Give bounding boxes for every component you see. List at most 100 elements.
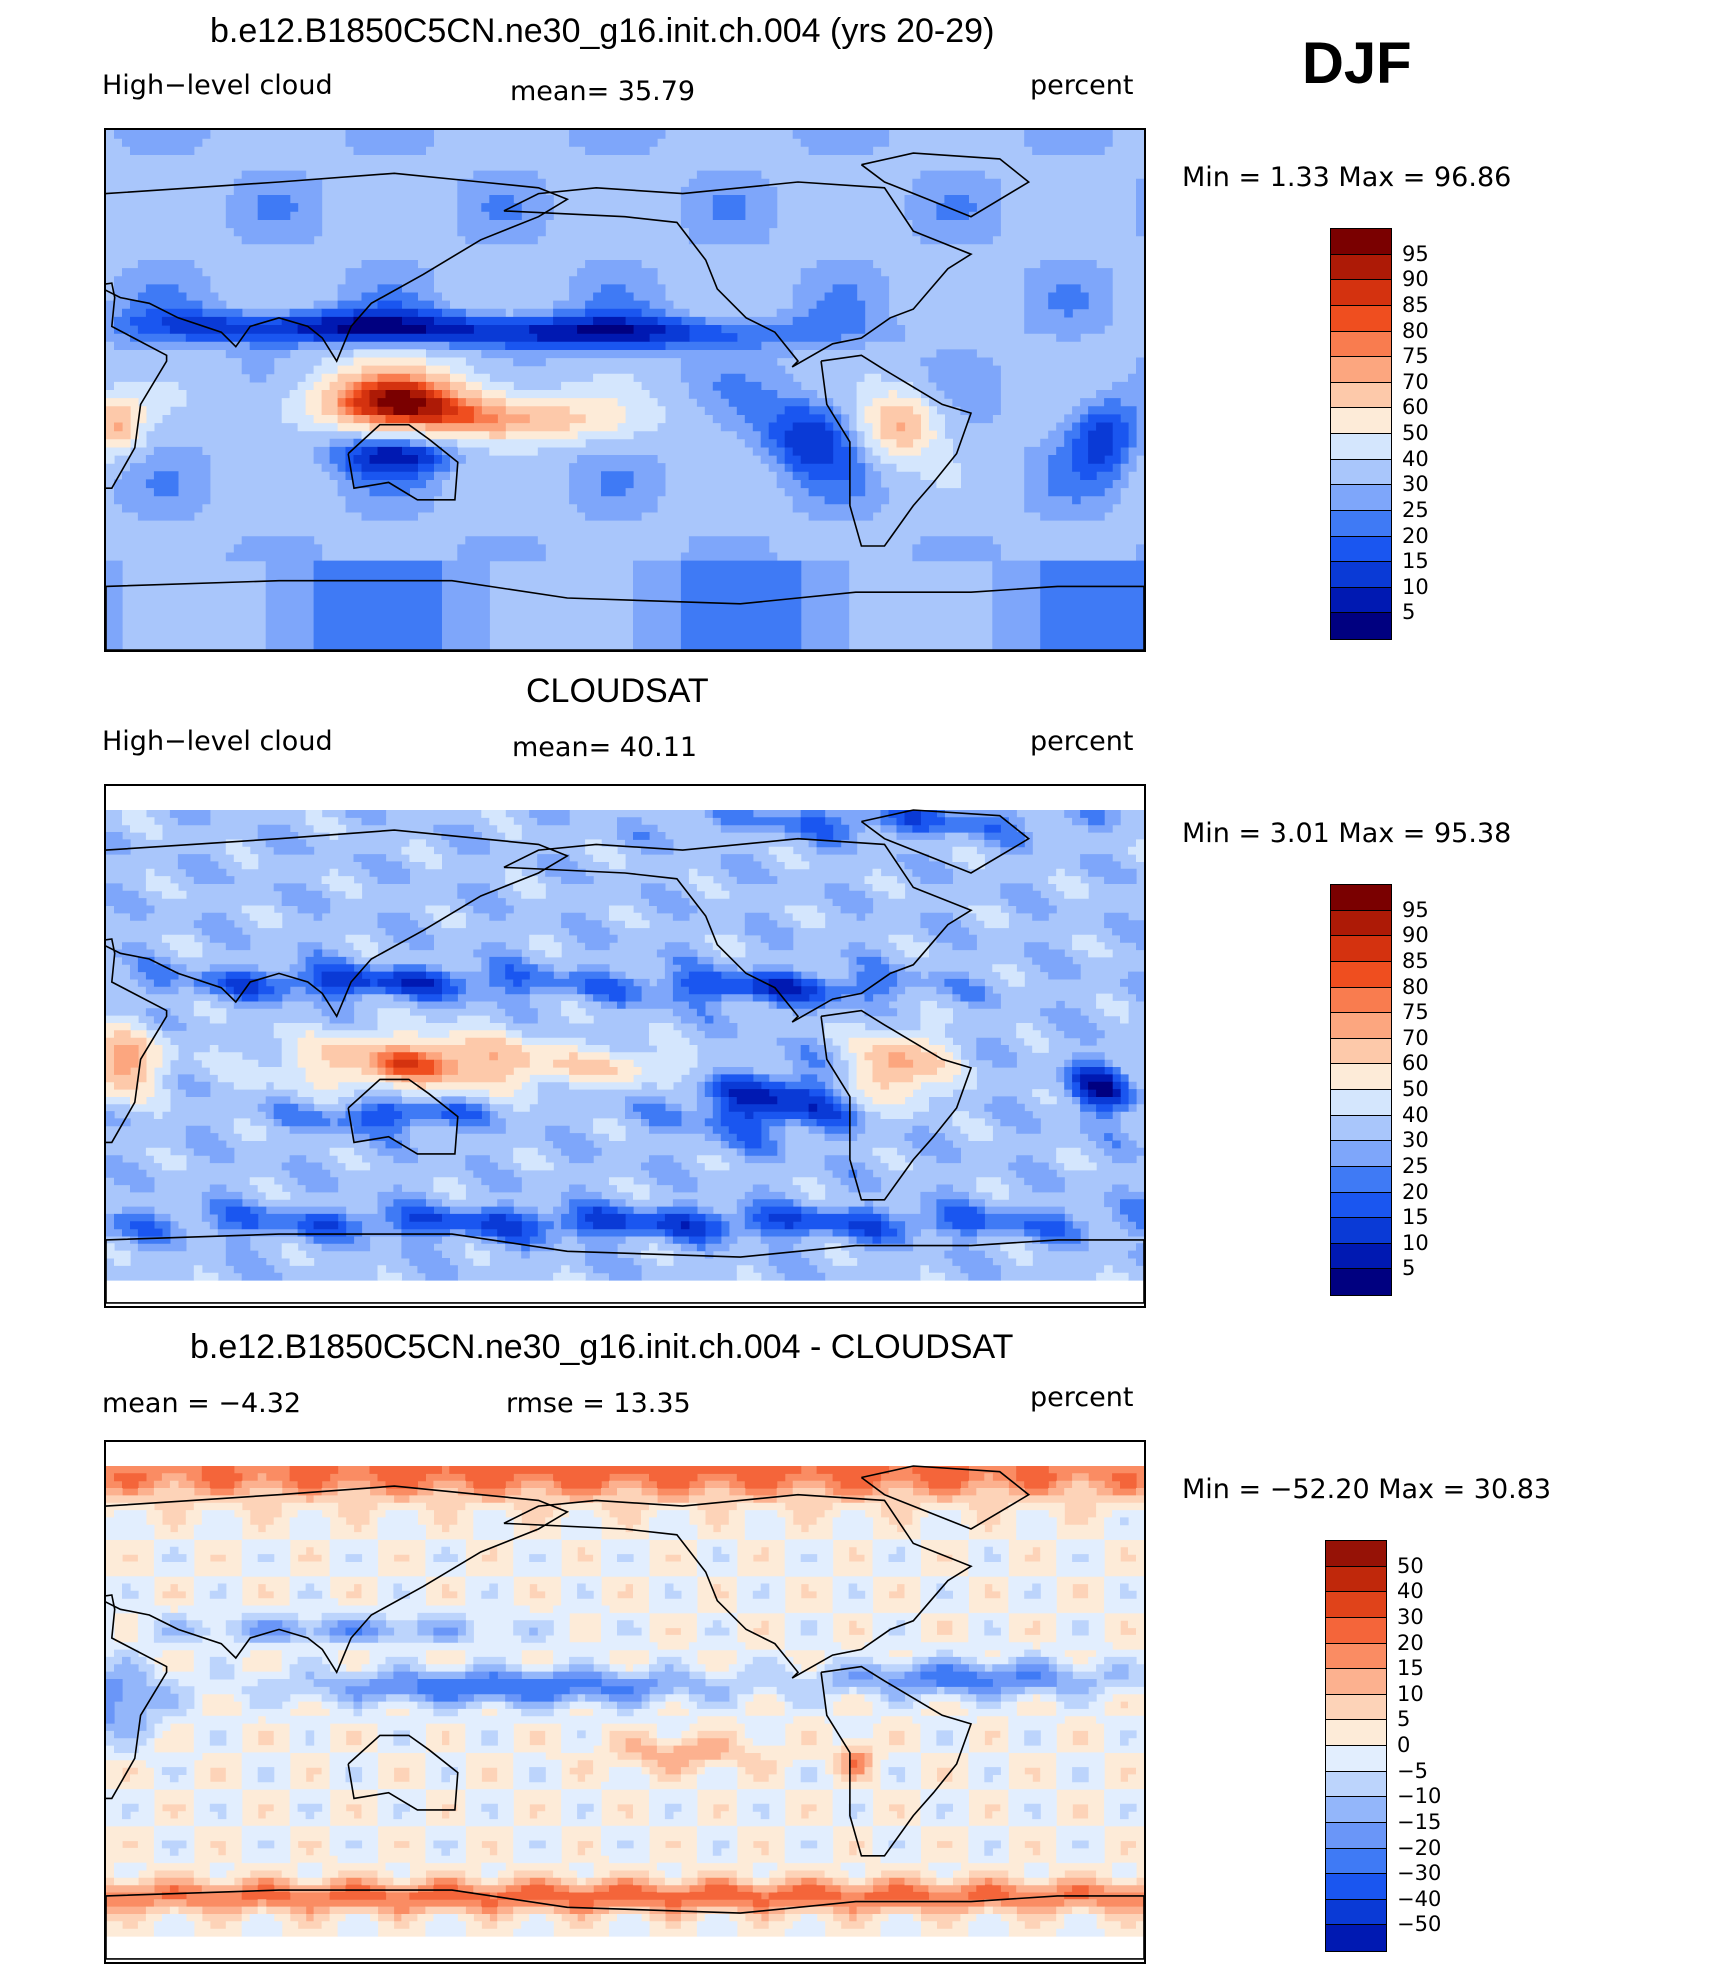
panel2-colorbar	[1330, 884, 1392, 1296]
coastline	[347, 1734, 459, 1811]
season-label: DJF	[1302, 31, 1412, 96]
panel3-mean-label: mean = −4.32	[102, 1388, 302, 1419]
coastline	[106, 1594, 168, 1800]
colorbar-swatch	[1331, 1013, 1391, 1039]
colorbar-swatch	[1326, 1848, 1386, 1875]
coastline	[860, 809, 1031, 874]
colorbar-swatch	[1331, 1115, 1391, 1142]
map-field	[106, 1465, 1144, 1960]
colorbar-tick-label: 10	[1397, 1681, 1424, 1706]
contour-fill	[345, 1627, 1041, 1702]
colorbar-swatch	[1331, 1166, 1391, 1193]
contour-fill	[130, 300, 1129, 480]
colorbar-swatch	[1326, 1925, 1386, 1951]
contour-fill	[114, 810, 1144, 1252]
contour-fill	[369, 390, 442, 415]
contour-fill	[337, 373, 498, 424]
colorbar-tick-label: 25	[1402, 1153, 1429, 1178]
coastline	[106, 938, 168, 1144]
colorbar-tick-label: 30	[1397, 1604, 1424, 1629]
coastline	[106, 1889, 1144, 1960]
colorbar-swatch	[1331, 1269, 1391, 1295]
panel1-minmax: Min = 1.33 Max = 96.86	[1182, 162, 1512, 193]
colorbar-swatch	[1331, 1141, 1391, 1167]
panel1-variable-label: High−level cloud	[102, 70, 333, 101]
coastline	[503, 1493, 973, 1679]
contour-fill	[337, 316, 634, 334]
colorbar-swatch	[1326, 1617, 1386, 1644]
colorbar-tick-label: −20	[1397, 1835, 1442, 1860]
colorbar-tick-label: 20	[1402, 1179, 1429, 1204]
colorbar-swatch	[1331, 459, 1391, 486]
coastline	[347, 423, 459, 501]
contour-fill	[401, 978, 1121, 1230]
colorbar-tick-label: −50	[1397, 1912, 1442, 1937]
colorbar-tick-label: 40	[1402, 1102, 1429, 1127]
colorbar-swatch	[1331, 1038, 1391, 1065]
contour-fill	[106, 1023, 961, 1105]
colorbar-swatch	[1326, 1592, 1386, 1618]
contour-fill	[106, 1510, 1144, 1937]
colorbar-tick-label: 50	[1397, 1553, 1424, 1578]
colorbar-tick-label: 50	[1402, 421, 1429, 445]
colorbar-swatch	[1331, 331, 1391, 358]
coastline	[820, 1009, 973, 1201]
map-field	[106, 809, 1144, 1304]
colorbar-tick-label: 40	[1402, 446, 1429, 471]
coastline	[860, 152, 1031, 218]
colorbar-tick-label: −30	[1397, 1861, 1442, 1886]
panel2-title: CLOUDSAT	[526, 672, 709, 710]
colorbar-swatch	[1326, 1669, 1386, 1695]
colorbar-swatch	[1326, 1874, 1386, 1900]
contour-fill	[393, 1059, 418, 1068]
panel1-mean-label: mean= 35.79	[510, 76, 696, 107]
colorbar-swatch	[1331, 910, 1391, 937]
colorbar-tick-label: 80	[1402, 318, 1429, 343]
contour-fill	[114, 195, 1144, 650]
coastline	[820, 354, 973, 547]
colorbar-swatch	[1326, 1643, 1386, 1670]
panel3-units-label: percent	[1030, 1382, 1134, 1413]
panel2-units-label: percent	[1030, 726, 1134, 757]
colorbar-swatch	[1331, 1218, 1391, 1244]
colorbar-tick-label: −5	[1397, 1758, 1428, 1783]
colorbar-swatch	[1331, 562, 1391, 588]
coastline	[860, 1465, 1031, 1530]
colorbar-swatch	[1331, 613, 1391, 639]
colorbar-tick-label: −40	[1397, 1886, 1442, 1911]
coastline	[347, 1078, 459, 1155]
coastline	[503, 181, 973, 368]
panel3-colorbar	[1325, 1540, 1387, 1952]
colorbar-tick-label: 80	[1402, 974, 1429, 999]
colorbar-swatch	[1331, 510, 1391, 537]
panel1-map	[104, 128, 1146, 652]
panel2-map	[104, 784, 1146, 1308]
colorbar-tick-label: 90	[1402, 923, 1429, 948]
colorbar-swatch	[1331, 305, 1391, 332]
colorbar-tick-label: 85	[1402, 948, 1429, 973]
colorbar-swatch	[1326, 1694, 1386, 1721]
colorbar-tick-label: 10	[1402, 1230, 1429, 1255]
contour-fill	[106, 810, 1144, 1281]
colorbar-swatch	[1331, 936, 1391, 962]
panel3-map	[104, 1440, 1146, 1964]
colorbar-tick-label: 25	[1402, 497, 1429, 522]
colorbar-tick-label: 95	[1402, 897, 1429, 922]
colorbar-tick-label: 15	[1402, 549, 1429, 574]
colorbar-tick-label: 15	[1402, 1205, 1429, 1230]
colorbar-swatch	[1331, 1243, 1391, 1270]
colorbar-tick-label: 20	[1397, 1630, 1424, 1655]
colorbar-swatch	[1331, 1192, 1391, 1219]
colorbar-tick-label: 60	[1402, 395, 1429, 420]
contour-fill	[106, 810, 1144, 1281]
colorbar-swatch	[1331, 485, 1391, 511]
coastline	[820, 1665, 973, 1857]
colorbar-tick-label: 30	[1402, 1128, 1429, 1153]
colorbar-swatch	[1326, 1746, 1386, 1772]
panel2-variable-label: High−level cloud	[102, 726, 333, 757]
colorbar-tick-label: 10	[1402, 574, 1429, 599]
colorbar-tick-label: 0	[1397, 1733, 1411, 1757]
colorbar-swatch	[1331, 280, 1391, 306]
contour-fill	[106, 365, 921, 448]
contour-fill	[297, 316, 666, 464]
